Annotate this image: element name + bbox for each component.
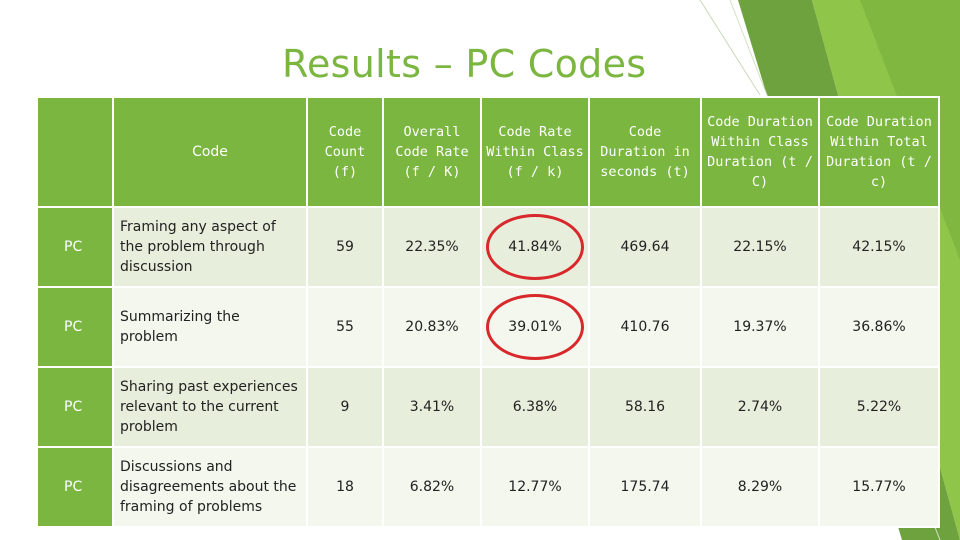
header-blank-cell xyxy=(36,96,114,208)
row-code-count: 9 xyxy=(306,366,384,448)
row-total-duration-pct: 15.77% xyxy=(818,446,940,528)
slide-title: Results – PC Codes xyxy=(282,42,647,86)
row-description: Discussions and disagreements about the … xyxy=(112,446,308,528)
row-code-label: PC xyxy=(36,206,114,288)
table-header-row: Code Code Count (f) Overall Code Rate (f… xyxy=(36,96,940,208)
header-code-duration-seconds: Code Duration in seconds (t) xyxy=(588,96,702,208)
row-description: Framing any aspect of the problem throug… xyxy=(112,206,308,288)
row-class-duration-pct: 2.74% xyxy=(700,366,820,448)
table-row: PC Sharing past experiences relevant to … xyxy=(36,366,940,448)
row-class-duration-pct: 19.37% xyxy=(700,286,820,368)
row-class-rate: 12.77% xyxy=(480,446,590,528)
table-row: PC Summarizing the problem 55 20.83% 39.… xyxy=(36,286,940,368)
row-class-duration-pct: 22.15% xyxy=(700,206,820,288)
row-code-label: PC xyxy=(36,286,114,368)
header-code-duration-within-class: Code Duration Within Class Duration (t /… xyxy=(700,96,820,208)
row-overall-rate: 20.83% xyxy=(382,286,482,368)
row-code-count: 18 xyxy=(306,446,384,528)
row-class-rate: 6.38% xyxy=(480,366,590,448)
row-total-duration-pct: 42.15% xyxy=(818,206,940,288)
row-duration: 175.74 xyxy=(588,446,702,528)
row-duration: 58.16 xyxy=(588,366,702,448)
row-class-duration-pct: 8.29% xyxy=(700,446,820,528)
header-code-rate-within-class: Code Rate Within Class (f / k) xyxy=(480,96,590,208)
row-description: Summarizing the problem xyxy=(112,286,308,368)
header-code-count: Code Count (f) xyxy=(306,96,384,208)
row-duration: 410.76 xyxy=(588,286,702,368)
row-total-duration-pct: 5.22% xyxy=(818,366,940,448)
deco-thin-line-1 xyxy=(699,0,761,96)
row-code-count: 55 xyxy=(306,286,384,368)
row-code-label: PC xyxy=(36,366,114,448)
row-duration: 469.64 xyxy=(588,206,702,288)
table-row: PC Discussions and disagreements about t… xyxy=(36,446,940,528)
row-overall-rate: 6.82% xyxy=(382,446,482,528)
row-class-rate-highlighted: 41.84% xyxy=(480,206,590,288)
row-class-rate-highlighted: 39.01% xyxy=(480,286,590,368)
row-code-label: PC xyxy=(36,446,114,528)
results-table: Code Code Count (f) Overall Code Rate (f… xyxy=(36,96,940,528)
row-overall-rate: 22.35% xyxy=(382,206,482,288)
header-code: Code xyxy=(112,96,308,208)
row-total-duration-pct: 36.86% xyxy=(818,286,940,368)
row-overall-rate: 3.41% xyxy=(382,366,482,448)
row-code-count: 59 xyxy=(306,206,384,288)
row-description: Sharing past experiences relevant to the… xyxy=(112,366,308,448)
header-code-duration-within-total: Code Duration Within Total Duration (t /… xyxy=(818,96,940,208)
table-row: PC Framing any aspect of the problem thr… xyxy=(36,206,940,288)
header-overall-code-rate: Overall Code Rate (f / K) xyxy=(382,96,482,208)
